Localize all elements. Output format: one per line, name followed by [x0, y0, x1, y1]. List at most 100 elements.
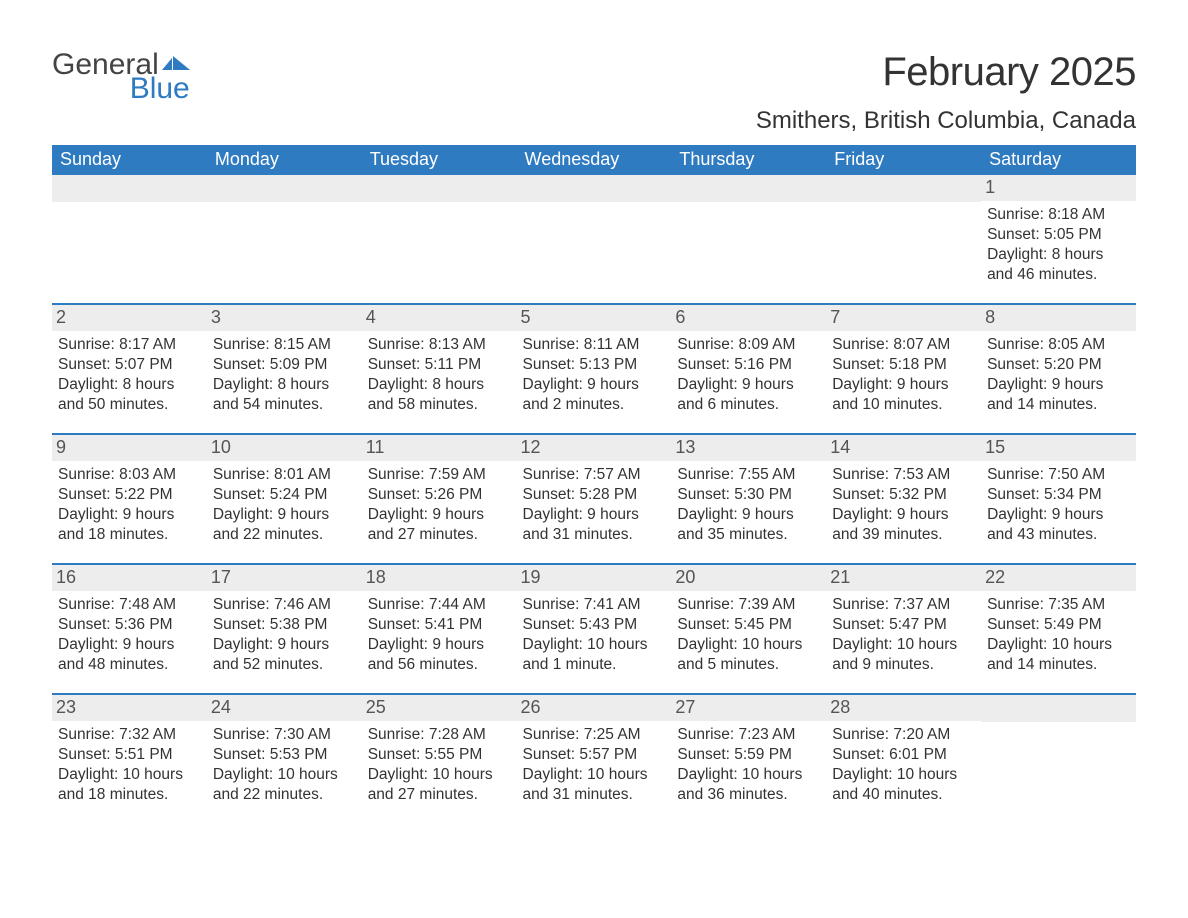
day-info: Sunrise: 8:09 AMSunset: 5:16 PMDaylight:…: [677, 335, 820, 416]
sunset-line: Sunset: 5:11 PM: [368, 355, 511, 375]
day-number: 3: [207, 305, 362, 331]
sunrise-line: Sunrise: 8:09 AM: [677, 335, 820, 355]
daylight-line: Daylight: 9 hours and 48 minutes.: [58, 635, 201, 675]
sunrise-line: Sunrise: 7:48 AM: [58, 595, 201, 615]
day-number: [671, 175, 826, 202]
day-cell: 27Sunrise: 7:23 AMSunset: 5:59 PMDayligh…: [671, 695, 826, 823]
day-cell: 25 Sunrise: 7:28 AMSunset: 5:55 PMDayligh…: [362, 695, 517, 823]
day-number: 21: [826, 565, 981, 591]
sunrise-line: Sunrise: 8:18 AM: [987, 205, 1130, 225]
daylight-line: Daylight: 10 hours and 27 minutes.: [368, 765, 511, 805]
day-info: Sunrise: 7:30 AMSunset: 5:53 PMDaylight:…: [213, 725, 356, 806]
day-info: Sunrise: 8:11 AMSunset: 5:13 PMDaylight:…: [523, 335, 666, 416]
sunset-line: Sunset: 5:22 PM: [58, 485, 201, 505]
day-number: 10: [207, 435, 362, 461]
day-cell: 13Sunrise: 7:55 AMSunset: 5:30 PMDayligh…: [671, 435, 826, 563]
day-cell: [826, 175, 981, 303]
day-cell: 11 Sunrise: 7:59 AMSunset: 5:26 PMDayligh…: [362, 435, 517, 563]
header: General Blue February 2025 Smithers, Bri…: [52, 50, 1136, 135]
day-number: 25: [362, 695, 517, 721]
sunset-line: Sunset: 5:51 PM: [58, 745, 201, 765]
sunrise-line: Sunrise: 8:07 AM: [832, 335, 975, 355]
daylight-line: Daylight: 10 hours and 1 minute.: [523, 635, 666, 675]
day-info: Sunrise: 7:32 AMSunset: 5:51 PMDaylight:…: [58, 725, 201, 806]
sunrise-line: Sunrise: 7:37 AM: [832, 595, 975, 615]
day-number: 19: [517, 565, 672, 591]
day-info: Sunrise: 7:55 AMSunset: 5:30 PMDaylight:…: [677, 465, 820, 546]
day-number: [52, 175, 207, 202]
day-number: 11: [362, 435, 517, 461]
daylight-line: Daylight: 10 hours and 18 minutes.: [58, 765, 201, 805]
sunrise-line: Sunrise: 7:30 AM: [213, 725, 356, 745]
daylight-line: Daylight: 10 hours and 40 minutes.: [832, 765, 975, 805]
day-number: 9: [52, 435, 207, 461]
day-info: Sunrise: 7:39 AMSunset: 5:45 PMDaylight:…: [677, 595, 820, 676]
day-info: Sunrise: 7:20 AMSunset: 6:01 PMDaylight:…: [832, 725, 975, 806]
sunrise-line: Sunrise: 7:57 AM: [523, 465, 666, 485]
sunrise-line: Sunrise: 7:25 AM: [523, 725, 666, 745]
sunrise-line: Sunrise: 7:32 AM: [58, 725, 201, 745]
day-cell: 14Sunrise: 7:53 AMSunset: 5:32 PMDayligh…: [826, 435, 981, 563]
sunrise-line: Sunrise: 7:55 AM: [677, 465, 820, 485]
sunset-line: Sunset: 5:59 PM: [677, 745, 820, 765]
day-number: 4: [362, 305, 517, 331]
day-number: 18: [362, 565, 517, 591]
day-number: 5: [517, 305, 672, 331]
sunrise-line: Sunrise: 7:41 AM: [523, 595, 666, 615]
day-number: 28: [826, 695, 981, 721]
day-number: 1: [981, 175, 1136, 201]
day-info: Sunrise: 8:17 AMSunset: 5:07 PMDaylight:…: [58, 335, 201, 416]
day-cell: 28 Sunrise: 7:20 AMSunset: 6:01 PMDayligh…: [826, 695, 981, 823]
location-text: Smithers, British Columbia, Canada: [756, 107, 1136, 135]
day-cell: 9Sunrise: 8:03 AMSunset: 5:22 PMDaylight…: [52, 435, 207, 563]
day-cell: 4Sunrise: 8:13 AMSunset: 5:11 PMDaylight…: [362, 305, 517, 433]
daylight-line: Daylight: 9 hours and 2 minutes.: [523, 375, 666, 415]
sunset-line: Sunset: 5:53 PM: [213, 745, 356, 765]
daylight-line: Daylight: 10 hours and 9 minutes.: [832, 635, 975, 675]
day-number: 15: [981, 435, 1136, 461]
sunset-line: Sunset: 5:07 PM: [58, 355, 201, 375]
daylight-line: Daylight: 10 hours and 22 minutes.: [213, 765, 356, 805]
sunrise-line: Sunrise: 8:03 AM: [58, 465, 201, 485]
sunrise-line: Sunrise: 7:59 AM: [368, 465, 511, 485]
weekday-cell: Monday: [207, 145, 362, 175]
sunrise-line: Sunrise: 7:35 AM: [987, 595, 1130, 615]
day-number: 24: [207, 695, 362, 721]
daylight-line: Daylight: 9 hours and 10 minutes.: [832, 375, 975, 415]
daylight-line: Daylight: 9 hours and 43 minutes.: [987, 505, 1130, 545]
day-info: Sunrise: 7:28 AMSunset: 5:55 PMDaylight:…: [368, 725, 511, 806]
day-info: Sunrise: 7:44 AMSunset: 5:41 PMDaylight:…: [368, 595, 511, 676]
sunset-line: Sunset: 5:20 PM: [987, 355, 1130, 375]
day-info: Sunrise: 7:35 AMSunset: 5:49 PMDaylight:…: [987, 595, 1130, 676]
week-row: 16Sunrise: 7:48 AMSunset: 5:36 PMDayligh…: [52, 563, 1136, 693]
daylight-line: Daylight: 8 hours and 46 minutes.: [987, 245, 1130, 285]
daylight-line: Daylight: 9 hours and 39 minutes.: [832, 505, 975, 545]
day-info: Sunrise: 7:59 AMSunset: 5:26 PMDaylight:…: [368, 465, 511, 546]
sunrise-line: Sunrise: 7:50 AM: [987, 465, 1130, 485]
day-number: 2: [52, 305, 207, 331]
day-number: 20: [671, 565, 826, 591]
day-cell: 8Sunrise: 8:05 AMSunset: 5:20 PMDaylight…: [981, 305, 1136, 433]
day-cell: [517, 175, 672, 303]
sunset-line: Sunset: 6:01 PM: [832, 745, 975, 765]
sunset-line: Sunset: 5:16 PM: [677, 355, 820, 375]
week-row: 9 Sunrise: 8:03 AMSunset: 5:22 PM Daylight…: [52, 433, 1136, 563]
day-cell: 2 Sunrise: 8:17 AMSunset: 5:07 PMDaylight…: [52, 305, 207, 433]
day-cell: [207, 175, 362, 303]
day-cell: [52, 175, 207, 303]
day-cell: [981, 695, 1136, 823]
daylight-line: Daylight: 9 hours and 22 minutes.: [213, 505, 356, 545]
weeks-container: 1Sunrise: 8:18 AMSunset: 5:05 PMDaylight…: [52, 175, 1136, 823]
day-cell: 7Sunrise: 8:07 AMSunset: 5:18 PMDaylight…: [826, 305, 981, 433]
day-number: 8: [981, 305, 1136, 331]
week-row: 23Sunrise: 7:32 AMSunset: 5:51 PMDayligh…: [52, 693, 1136, 823]
sunset-line: Sunset: 5:32 PM: [832, 485, 975, 505]
day-cell: 21Sunrise: 7:37 AMSunset: 5:47 PMDayligh…: [826, 565, 981, 693]
day-cell: 26Sunrise: 7:25 AMSunset: 5:57 PMDayligh…: [517, 695, 672, 823]
day-cell: 6Sunrise: 8:09 AMSunset: 5:16 PMDaylight…: [671, 305, 826, 433]
day-number: 22: [981, 565, 1136, 591]
calendar: SundayMondayTuesdayWednesdayThursdayFrid…: [52, 145, 1136, 823]
daylight-line: Daylight: 10 hours and 31 minutes.: [523, 765, 666, 805]
week-row: 1Sunrise: 8:18 AMSunset: 5:05 PMDaylight…: [52, 175, 1136, 303]
weekday-cell: Thursday: [671, 145, 826, 175]
